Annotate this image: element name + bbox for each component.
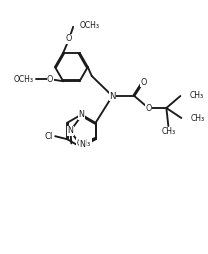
Text: N: N (67, 126, 73, 135)
Text: CH₃: CH₃ (161, 127, 175, 136)
Text: CH₃: CH₃ (189, 90, 203, 100)
Text: O: O (66, 34, 72, 43)
Text: O: O (140, 77, 147, 87)
Text: O: O (145, 103, 152, 113)
Text: O: O (47, 75, 53, 84)
Text: N: N (78, 110, 84, 119)
Text: CH₃: CH₃ (77, 139, 91, 148)
Text: Cl: Cl (45, 132, 53, 141)
Text: N: N (109, 91, 116, 101)
Text: CH₃: CH₃ (190, 114, 204, 122)
Text: OCH₃: OCH₃ (13, 75, 33, 84)
Text: N: N (79, 140, 85, 149)
Text: OCH₃: OCH₃ (79, 21, 99, 30)
